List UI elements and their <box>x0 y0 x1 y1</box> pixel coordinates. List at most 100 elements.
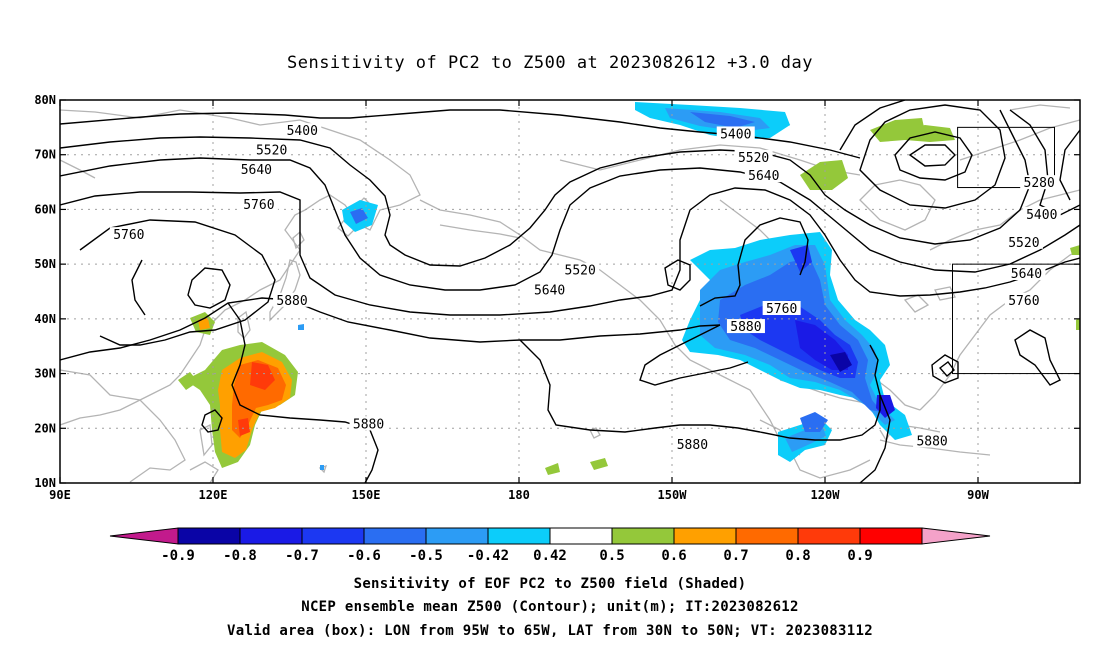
colorbar-label: -0.5 <box>409 548 443 564</box>
contour-label: 5880 <box>913 433 952 449</box>
contour-label: 5880 <box>273 292 312 309</box>
lat-tick-label: 20N <box>34 421 56 435</box>
lon-tick-label: 90W <box>967 488 989 502</box>
lat-tick-label: 10N <box>34 476 56 490</box>
contour-label-text: 5880 <box>916 434 947 449</box>
lat-tick-label: 50N <box>34 257 56 271</box>
contour-label: 5880 <box>726 319 765 335</box>
contour-label-bg <box>1007 265 1046 280</box>
contour-label-text: 5640 <box>241 163 272 178</box>
contour-label: 5760 <box>109 227 148 243</box>
colorbar-label: 0.7 <box>723 548 748 564</box>
contour-label-bg <box>744 168 783 183</box>
contour-label-text: 5400 <box>720 127 751 142</box>
contour-label-text: 5400 <box>1026 208 1057 223</box>
colorbar-segment <box>735 527 799 545</box>
contour-label: 5640 <box>744 168 783 184</box>
contour-label: 5400 <box>716 126 755 142</box>
contour-label: 5880 <box>349 416 388 432</box>
contour-label-text: 5520 <box>1008 236 1039 251</box>
contour-label: 5520 <box>734 149 773 166</box>
colorbar-segment <box>797 527 861 545</box>
contour-label: 5760 <box>762 301 801 317</box>
contour-label-text: 5280 <box>1024 176 1055 191</box>
figure-title: Sensitivity of PC2 to Z500 at 2023082612… <box>287 53 813 73</box>
colorbar-segment <box>363 527 427 545</box>
contour-label-bg <box>109 227 148 242</box>
contour-label-text: 5760 <box>766 302 797 317</box>
colorbar-segment <box>611 527 675 545</box>
contour-label: 5640 <box>1007 265 1046 282</box>
colorbar-label: -0.7 <box>285 548 319 564</box>
lon-tick-label: 90E <box>49 488 71 502</box>
colorbar-right-arrow <box>921 527 991 545</box>
lon-tick-label: 180 <box>508 488 530 502</box>
colorbar-label: 0.42 <box>533 548 567 564</box>
lat-tick-label: 40N <box>34 312 56 326</box>
contour-label: 5760 <box>1004 292 1043 309</box>
contour-label-text: 5400 <box>287 124 318 139</box>
contour-labels: 5400552056405760576058805880552056405400… <box>109 123 1061 453</box>
contour-label-bg <box>252 142 291 157</box>
contour-label-bg <box>1020 175 1059 190</box>
contour-label-text: 5520 <box>256 143 287 158</box>
lon-tick-label: 120W <box>811 488 841 502</box>
lon-tick-label: 150W <box>658 488 688 502</box>
lat-tick-label: 70N <box>34 148 56 162</box>
contour-label: 5640 <box>237 162 276 178</box>
contour-label-bg <box>1004 292 1043 307</box>
contour-label: 5280 <box>1020 175 1059 191</box>
contour-label-bg <box>726 319 765 334</box>
map-panel: 5400552056405760576058805880552056405400… <box>34 93 1081 502</box>
contour-label-bg <box>237 162 276 177</box>
contour-label-bg <box>530 282 569 297</box>
contour-label-text: 5880 <box>353 417 384 432</box>
contour-label-text: 5640 <box>534 283 565 298</box>
colorbar-label: -0.6 <box>347 548 381 564</box>
contour-label-bg <box>349 416 388 431</box>
contour-label-bg <box>673 437 712 452</box>
contour-label-text: 5520 <box>738 151 769 166</box>
lat-tick-label: 30N <box>34 367 56 381</box>
contour-label-text: 5880 <box>677 438 708 453</box>
colorbar: -0.9 -0.8 -0.7 -0.6 -0.5 -0.42 0.42 0.5 0.6 0.7 0.… <box>109 527 991 564</box>
contour-label-bg <box>762 301 801 316</box>
coastlines <box>60 104 1080 483</box>
colorbar-label: 0.5 <box>599 548 624 564</box>
lat-tick-label: 80N <box>34 93 56 107</box>
colorbar-label: -0.9 <box>161 548 195 564</box>
lon-tick-label: 150E <box>352 488 381 502</box>
lon-tick-label: 120E <box>199 488 228 502</box>
contour-label-bg <box>283 123 322 138</box>
contour-label-text: 5760 <box>243 198 274 213</box>
colorbar-segment <box>301 527 365 545</box>
contour-label-text: 5520 <box>565 264 596 279</box>
colorbar-left-arrow <box>109 527 179 545</box>
colorbar-label: -0.8 <box>223 548 257 564</box>
colorbar-label: 0.6 <box>661 548 686 564</box>
colorbar-label: 0.8 <box>785 548 810 564</box>
contour-label: 5880 <box>673 437 712 453</box>
contour-label-text: 5880 <box>276 294 307 309</box>
grid-lines <box>60 100 1080 483</box>
colorbar-label: -0.42 <box>467 548 509 564</box>
contour-label-text: 5760 <box>113 228 144 243</box>
caption-line-1: Sensitivity of EOF PC2 to Z500 field (Sh… <box>354 576 747 592</box>
colorbar-segment <box>859 527 923 545</box>
lat-tick-label: 60N <box>34 202 56 216</box>
contour-label-bg <box>273 292 312 307</box>
shade-canada-green <box>800 160 848 190</box>
contour-label-text: 5880 <box>730 320 761 335</box>
colorbar-segment <box>177 527 241 545</box>
colorbar-segment <box>239 527 303 545</box>
colorbar-label: 0.9 <box>847 548 872 564</box>
colorbar-segment <box>487 527 551 545</box>
colorbar-segment <box>549 527 613 545</box>
secondary-box <box>957 126 1055 189</box>
caption-line-2: NCEP ensemble mean Z500 (Contour); unit(… <box>301 599 799 615</box>
caption-line-3: Valid area (box): LON from 95W to 65W, L… <box>227 623 873 639</box>
contour-label: 5640 <box>530 282 569 298</box>
valid-area-box <box>952 263 1080 375</box>
